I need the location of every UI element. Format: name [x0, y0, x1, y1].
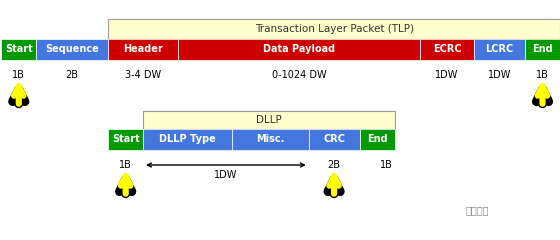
Bar [36, 39, 108, 60]
Text: 0-1024 DW: 0-1024 DW [272, 70, 326, 80]
Text: DLLP Type: DLLP Type [160, 134, 216, 144]
Bar [420, 39, 474, 60]
Text: 2B: 2B [328, 160, 340, 170]
Bar [474, 39, 525, 60]
Text: 1DW: 1DW [488, 70, 511, 80]
Bar [108, 129, 143, 150]
Text: Start: Start [5, 44, 32, 54]
Text: 1DW: 1DW [435, 70, 459, 80]
Text: 1B: 1B [380, 160, 393, 170]
Text: 1B: 1B [536, 70, 549, 80]
Bar [232, 129, 309, 150]
Text: Start: Start [112, 134, 139, 144]
Bar [108, 19, 560, 39]
Text: Transaction Layer Packet (TLP): Transaction Layer Packet (TLP) [255, 24, 414, 34]
Text: Data Payload: Data Payload [263, 44, 335, 54]
Bar [1, 39, 36, 60]
Bar [309, 129, 360, 150]
Text: 3-4 DW: 3-4 DW [125, 70, 161, 80]
Text: Misc.: Misc. [256, 134, 284, 144]
Text: CRC: CRC [323, 134, 345, 144]
Bar [178, 39, 420, 60]
Text: LCRC: LCRC [486, 44, 514, 54]
Text: Header: Header [123, 44, 163, 54]
Bar [143, 129, 232, 150]
Text: 1DW: 1DW [214, 170, 237, 180]
Text: 1B: 1B [119, 160, 132, 170]
Text: DLLP: DLLP [256, 115, 282, 125]
Text: End: End [532, 44, 553, 54]
Text: 1B: 1B [12, 70, 25, 80]
Text: ECRC: ECRC [433, 44, 461, 54]
Bar [143, 111, 395, 129]
Text: 存储随笔: 存储随笔 [465, 205, 489, 215]
Text: End: End [367, 134, 388, 144]
Bar [360, 129, 395, 150]
Bar [108, 39, 178, 60]
Text: 2B: 2B [66, 70, 79, 80]
Text: Sequence: Sequence [45, 44, 99, 54]
Bar [525, 39, 560, 60]
